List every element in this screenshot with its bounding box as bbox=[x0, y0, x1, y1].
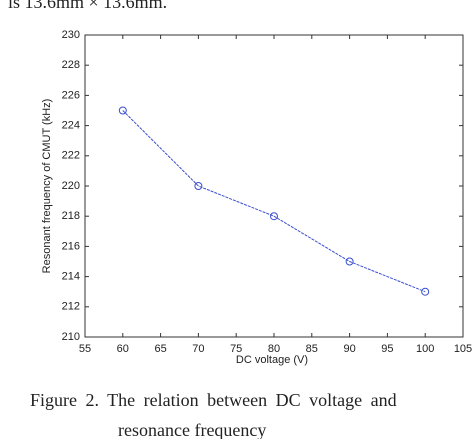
x-tick-label: 60 bbox=[117, 343, 129, 355]
y-tick-label: 224 bbox=[62, 120, 80, 132]
x-axis-label: DC voltage (V) bbox=[236, 354, 308, 366]
data-point bbox=[194, 182, 203, 190]
plot-frame bbox=[84, 34, 464, 338]
y-tick-label: 212 bbox=[62, 301, 80, 313]
series-line bbox=[122, 110, 426, 293]
x-tick-label: 90 bbox=[343, 343, 355, 355]
x-tick-label: 75 bbox=[230, 343, 242, 355]
y-tick-label: 218 bbox=[62, 210, 80, 222]
y-axis-label: Resonant frequency of CMUT (kHz) bbox=[41, 99, 53, 274]
data-point bbox=[345, 257, 354, 266]
y-tick-label: 210 bbox=[62, 331, 80, 343]
caption-line: resonance frequency bbox=[118, 420, 266, 439]
x-tick-label: 100 bbox=[416, 343, 434, 355]
x-tick-label: 55 bbox=[79, 343, 91, 355]
caption-line: Figure 2. The relation between DC voltag… bbox=[30, 390, 397, 410]
x-tick-label: 95 bbox=[381, 343, 393, 355]
y-tick-label: 226 bbox=[62, 89, 80, 101]
y-tick-label: 222 bbox=[62, 150, 80, 162]
y-tick-label: 230 bbox=[62, 29, 80, 41]
top-text: is 13.6mm × 13.6mm. bbox=[8, 0, 167, 12]
x-tick-label: 85 bbox=[306, 343, 318, 355]
data-point bbox=[118, 106, 127, 115]
x-tick-label: 70 bbox=[192, 343, 204, 355]
y-tick-label: 214 bbox=[62, 271, 80, 283]
x-tick-label: 105 bbox=[454, 343, 472, 355]
y-tick-label: 220 bbox=[62, 180, 80, 192]
x-tick-label: 80 bbox=[268, 343, 280, 355]
data-point bbox=[421, 287, 430, 296]
data-point bbox=[270, 212, 278, 221]
y-tick-label: 228 bbox=[62, 59, 80, 71]
y-tick-label: 216 bbox=[62, 240, 80, 252]
x-tick-label: 65 bbox=[154, 343, 166, 355]
